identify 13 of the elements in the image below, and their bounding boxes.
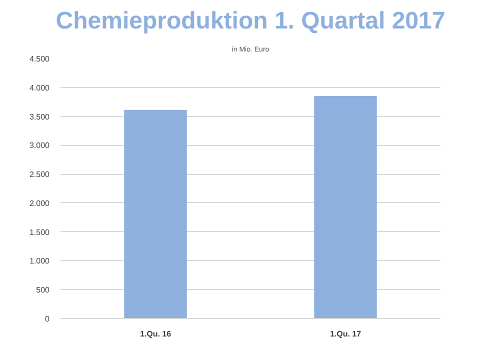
y-tick-label: 0 xyxy=(45,314,50,324)
y-tick-label: 1.000 xyxy=(29,256,50,266)
y-tick-label: 2.000 xyxy=(29,198,50,208)
y-tick-label: 2.500 xyxy=(29,170,50,180)
y-tick-label: 3.500 xyxy=(29,112,50,122)
y-tick-label: 3.000 xyxy=(29,141,50,150)
x-tick-label: 1.Qu. 17 xyxy=(330,330,362,338)
y-tick-label: 500 xyxy=(36,286,50,295)
chart-title: Chemieproduktion 1. Quartal 2017 xyxy=(56,8,446,34)
y-tick-label: 1.500 xyxy=(29,228,50,237)
x-tick-label: 1.Qu. 16 xyxy=(140,330,172,338)
y-tick-label: 4.500 xyxy=(29,54,50,64)
y-tick-label: 4.000 xyxy=(29,83,50,92)
